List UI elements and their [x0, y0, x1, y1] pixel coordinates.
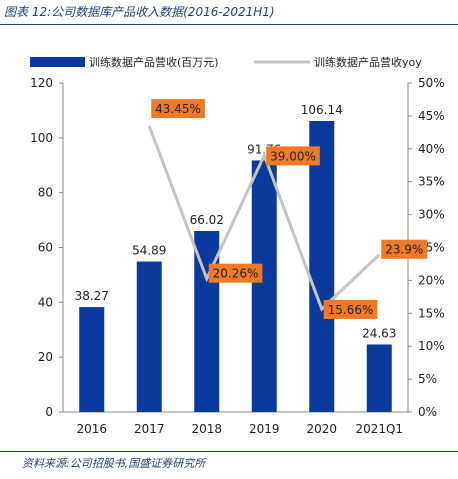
x-tick-label: 2018: [191, 422, 222, 436]
x-tick-label: 2017: [134, 422, 165, 436]
bar: [136, 261, 162, 412]
y-left-tick-label: 0: [45, 405, 53, 419]
y-right-tick-label: 50%: [418, 76, 445, 90]
x-tick-label: 2016: [76, 422, 107, 436]
yoy-label-box: [151, 99, 205, 119]
y-right-tick-label: 40%: [418, 142, 445, 156]
yoy-label-box: [381, 239, 428, 259]
yoy-label-box: [323, 299, 378, 319]
y-left-tick-label: 20: [38, 350, 53, 364]
legend-label-bar: 训练数据产品营收(百万元): [89, 55, 219, 69]
bar: [309, 120, 335, 412]
x-tick-label: 2020: [306, 422, 337, 436]
y-right-tick-label: 10%: [418, 339, 445, 353]
y-left-tick-label: 60: [38, 241, 53, 255]
x-tick-label: 2021Q1: [355, 422, 403, 436]
yoy-label: 15.66%: [328, 303, 374, 317]
y-right-tick-label: 15%: [418, 306, 445, 320]
bar: [79, 307, 105, 412]
y-right-tick-label: 45%: [418, 109, 445, 123]
bar-value-label: 38.27: [75, 289, 109, 303]
yoy-line: [147, 125, 381, 312]
yoy-label: 20.26%: [213, 267, 259, 281]
title-divider: [0, 24, 458, 25]
bar-value-label: 24.63: [362, 326, 396, 340]
bar-value-label: 106.14: [301, 103, 343, 117]
source-divider: [0, 451, 458, 452]
bar-value-label: 66.02: [190, 213, 224, 227]
yoy-label-box: [208, 263, 263, 283]
source-note: 资料来源:公司招股书,国盛证券研究所: [22, 457, 206, 470]
y-right-tick-label: 35%: [418, 175, 445, 189]
y-left-tick-label: 100: [30, 131, 53, 145]
legend-swatch-bar: [30, 57, 85, 67]
y-right-tick-label: 20%: [418, 273, 445, 287]
legend-label-line: 训练数据产品营收yoy: [314, 55, 422, 69]
x-tick-label: 2019: [249, 422, 280, 436]
yoy-label: 23.9%: [385, 243, 423, 257]
bar-value-label: 54.89: [132, 244, 166, 258]
yoy-label: 43.45%: [155, 102, 201, 116]
y-left-tick-label: 80: [38, 186, 53, 200]
figure-title: 图表 12:公司数据库产品收入数据(2016-2021H1): [4, 5, 275, 19]
y-right-tick-label: 0%: [418, 405, 437, 419]
y-left-tick-label: 120: [30, 76, 53, 90]
yoy-label: 39.00%: [270, 149, 316, 163]
bar: [366, 344, 392, 412]
bar: [251, 160, 277, 412]
y-left-tick-label: 40: [38, 295, 53, 309]
yoy-label-box: [266, 146, 320, 166]
y-right-tick-label: 30%: [418, 208, 445, 222]
y-right-tick-label: 5%: [418, 372, 437, 386]
chart: 0204060801001200%5%10%15%20%25%30%35%40%…: [30, 55, 445, 436]
